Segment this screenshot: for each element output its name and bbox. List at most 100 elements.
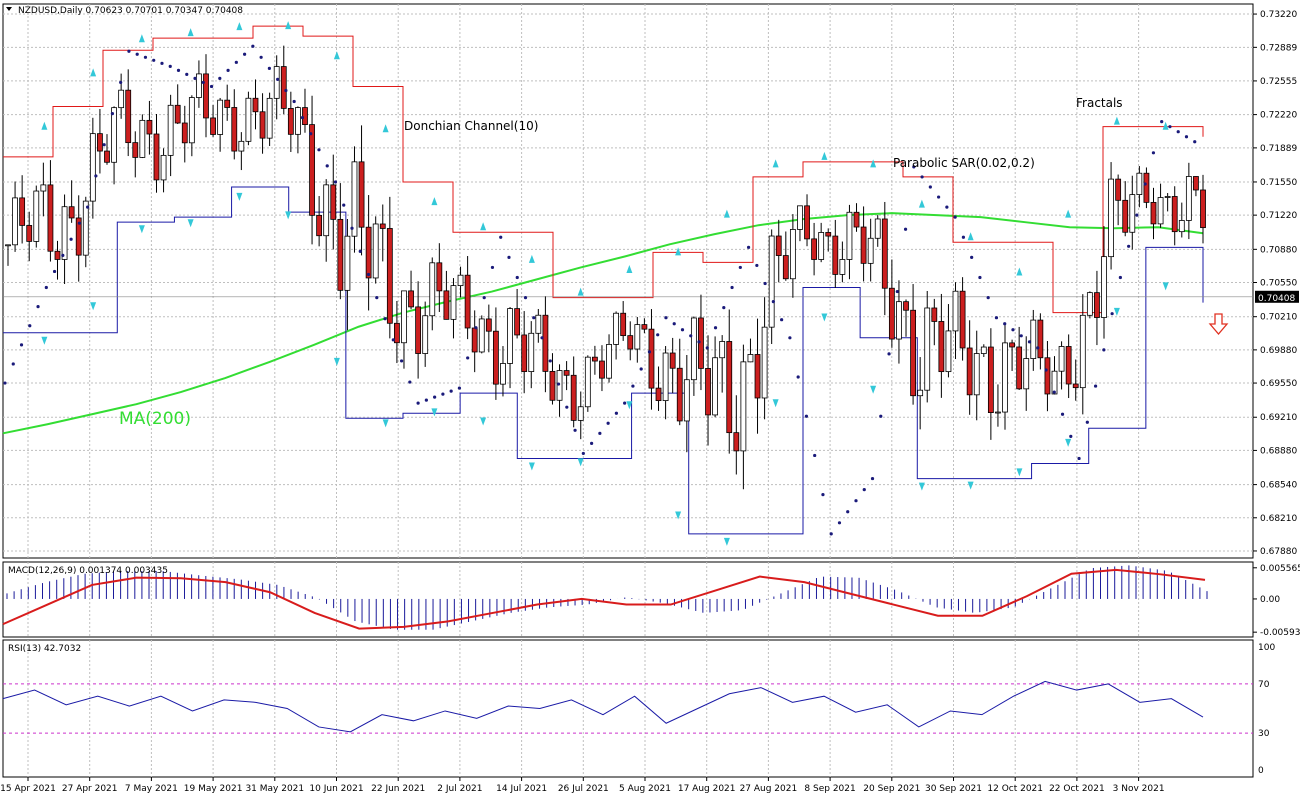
sar-dot — [664, 316, 667, 319]
sar-dot — [20, 343, 23, 346]
candle-body — [203, 74, 208, 118]
x-tick-label: 27 Apr 2021 — [62, 784, 118, 794]
sar-dot — [185, 73, 188, 76]
pane-frame-macd — [3, 562, 1253, 637]
candle-body — [854, 212, 859, 227]
sar-dot — [714, 326, 717, 329]
sar-dot — [689, 334, 692, 337]
sar-dot — [111, 112, 114, 115]
y-tick-label: 0.69210 — [1260, 413, 1297, 423]
donchian-annotation: Donchian Channel(10) — [404, 119, 538, 133]
candle-body — [896, 302, 901, 339]
sar-dot — [937, 195, 940, 198]
candle-body — [889, 288, 894, 339]
y-tick-label: 0.70880 — [1260, 245, 1297, 255]
candle-body — [769, 236, 774, 327]
sar-dot — [1160, 120, 1163, 123]
rsi-y-tick-label: 30 — [1258, 729, 1270, 739]
sar-dot — [1020, 334, 1023, 337]
y-tick-label: 0.72220 — [1260, 111, 1297, 121]
candle-body — [1123, 200, 1128, 232]
candle-body — [642, 325, 647, 330]
candle-body — [423, 316, 428, 354]
candle-body — [734, 433, 739, 451]
sar-dot — [458, 386, 461, 389]
candle-body — [1116, 179, 1121, 200]
macd-header: MACD(12,26,9) 0.001374 0.003435 — [8, 566, 168, 576]
sar-dot — [36, 305, 39, 308]
sar-dot — [1119, 276, 1122, 279]
sar-dot — [45, 286, 48, 289]
sar-dot — [127, 50, 130, 53]
candle-body — [458, 275, 463, 285]
macd-y-tick-label: 0.005565 — [1260, 564, 1300, 574]
sar-dot — [28, 324, 31, 327]
candle-body — [232, 107, 237, 151]
sar-dot — [12, 362, 15, 365]
sar-dot — [788, 336, 791, 339]
sar-dot — [1003, 322, 1006, 325]
sar-dot — [945, 205, 948, 208]
sar-dot — [491, 266, 494, 269]
macd-y-tick-label: 0.00 — [1260, 595, 1280, 605]
x-tick-label: 5 Aug 2021 — [619, 784, 671, 794]
sar-dot — [846, 510, 849, 513]
sar-dot — [1193, 140, 1196, 143]
candle-body — [911, 310, 916, 395]
sar-annotation: Parabolic SAR(0.02,0.2) — [893, 156, 1035, 170]
sar-dot — [1077, 457, 1080, 460]
candle-body — [522, 335, 527, 372]
candle-body — [607, 344, 612, 378]
y-tick-label: 0.70210 — [1260, 313, 1297, 323]
candle-body — [995, 412, 1000, 413]
candle-body — [1137, 173, 1142, 194]
candle-body — [748, 354, 753, 361]
candle-body — [1193, 176, 1198, 189]
sar-dot — [1094, 384, 1097, 387]
candle-body — [437, 263, 442, 291]
candle-body — [380, 224, 385, 228]
candle-body — [847, 212, 852, 259]
sar-dot — [136, 53, 139, 56]
rsi-y-tick-label: 100 — [1258, 643, 1275, 653]
sar-dot — [615, 412, 618, 415]
candle-body — [939, 321, 944, 371]
candle-body — [819, 232, 824, 259]
sar-dot — [871, 477, 874, 480]
sar-dot — [499, 236, 502, 239]
sar-dot — [747, 246, 750, 249]
sar-dot — [119, 81, 122, 84]
sar-dot — [524, 296, 527, 299]
candle-body — [409, 291, 414, 307]
candle-body — [1017, 347, 1022, 389]
sar-dot — [483, 296, 486, 299]
candle-body — [246, 98, 251, 141]
candle-body — [585, 357, 590, 407]
sar-dot — [1127, 245, 1130, 248]
x-tick-label: 31 May 2021 — [245, 784, 304, 794]
x-tick-label: 27 Aug 2021 — [740, 784, 798, 794]
x-tick-label: 26 Jul 2021 — [558, 784, 609, 794]
pane-frame-main — [3, 4, 1253, 558]
sar-dot — [863, 488, 866, 491]
candle-body — [1010, 343, 1015, 347]
sar-dot — [1168, 125, 1171, 128]
sar-dot — [978, 276, 981, 279]
x-tick-label: 8 Sep 2021 — [804, 784, 855, 794]
sar-dot — [169, 65, 172, 68]
symbol-header: NZDUSD,Daily 0.70623 0.70701 0.70347 0.7… — [18, 6, 243, 16]
candle-body — [663, 353, 668, 401]
candle-body — [161, 155, 166, 180]
candle-body — [635, 325, 640, 349]
candle-body — [578, 407, 583, 421]
candle-body — [387, 228, 392, 323]
y-tick-label: 0.67880 — [1260, 547, 1297, 557]
sar-dot — [53, 270, 56, 273]
candle-body — [1165, 196, 1170, 197]
candle-body — [239, 141, 244, 151]
sar-dot — [152, 59, 155, 62]
sar-dot — [590, 442, 593, 445]
sar-dot — [144, 56, 147, 59]
